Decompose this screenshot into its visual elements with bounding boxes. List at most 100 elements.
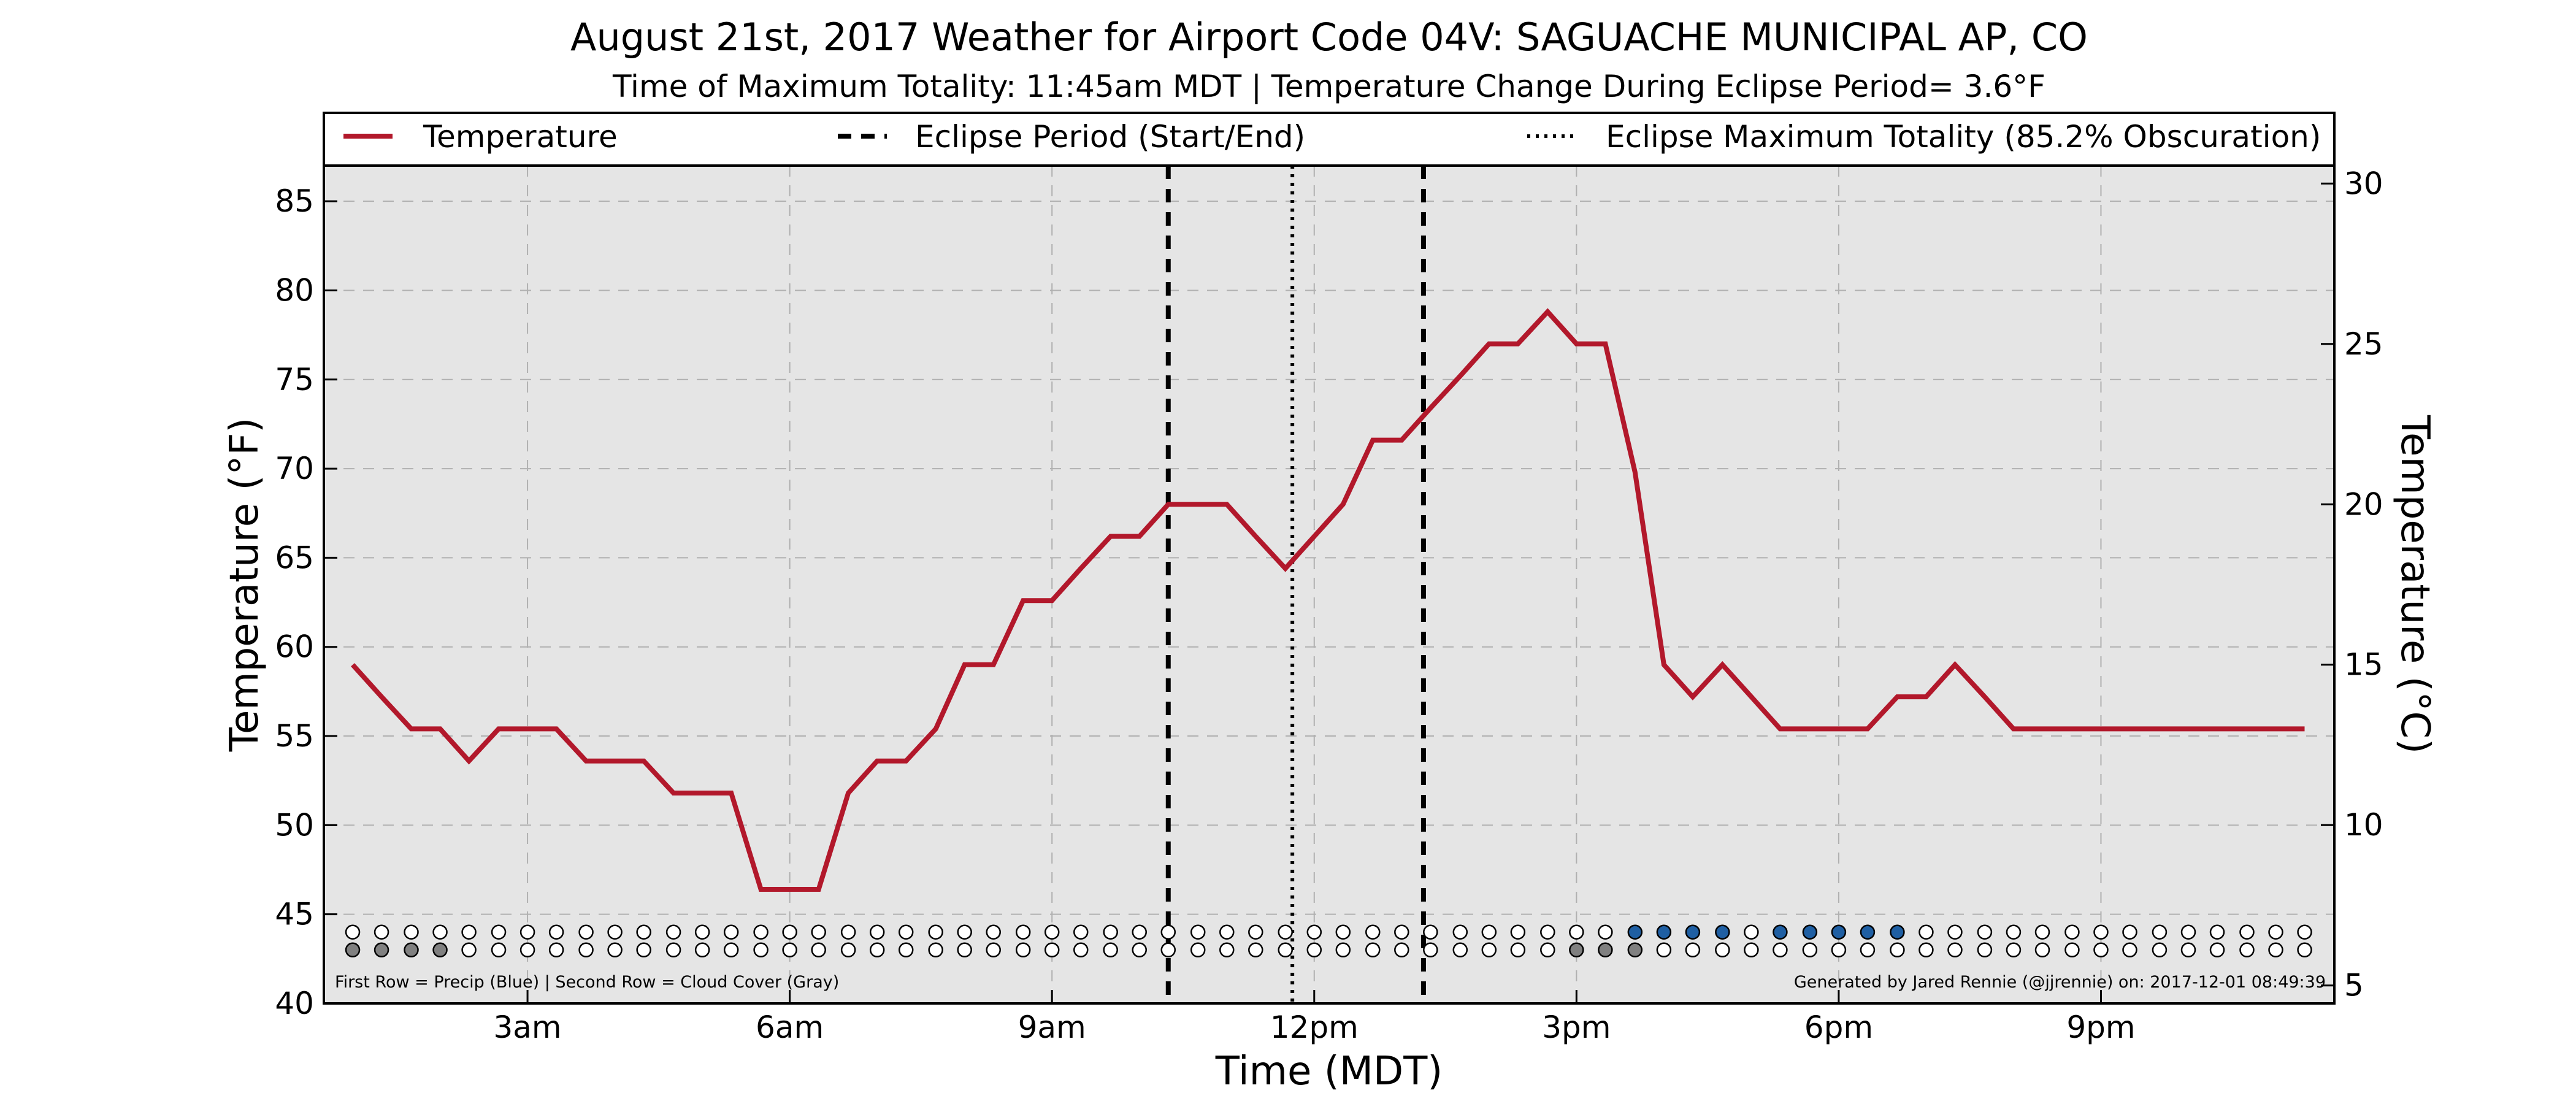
chart-title: August 21st, 2017 Weather for Airport Co… (570, 15, 2088, 59)
series-line-temperature (351, 308, 2305, 892)
cloud-marker (1248, 942, 1263, 958)
precip-marker (1685, 924, 1701, 940)
cloud-marker (1656, 942, 1672, 958)
precip-marker (2152, 924, 2168, 940)
cloud-marker (1365, 942, 1381, 958)
y-tick-label-left: 40 (275, 986, 314, 1021)
cloud-marker (1219, 942, 1235, 958)
precip-marker (869, 924, 885, 940)
cloud-marker (374, 942, 389, 958)
cloud-marker (607, 942, 623, 958)
precip-marker (898, 924, 914, 940)
precip-marker (1103, 924, 1118, 940)
y-tick-label-left: 45 (275, 897, 314, 932)
precip-marker (1510, 924, 1526, 940)
precip-marker (345, 924, 361, 940)
precip-marker (1802, 924, 1818, 940)
cloud-marker (2209, 942, 2225, 958)
cloud-marker (1015, 942, 1031, 958)
series-layer (351, 308, 2305, 892)
precip-marker (1306, 924, 1322, 940)
x-axis-label: Time (MDT) (1215, 1049, 1443, 1094)
cloud-marker (1860, 942, 1876, 958)
cloud-marker (723, 942, 739, 958)
cloud-marker (1569, 942, 1584, 958)
cloud-marker (2297, 942, 2312, 958)
x-axis: 3am 6am 9am 12pm 3pm 6pm 9pm (493, 990, 2136, 1045)
cloud-marker (461, 942, 477, 958)
y-tick-label-right: 25 (2344, 326, 2383, 362)
cloud-marker (2239, 942, 2255, 958)
precip-marker (636, 924, 651, 940)
precip-marker (607, 924, 623, 940)
y-tick-label-left: 85 (275, 183, 314, 219)
note-right: Generated by Jared Rennie (@jjrennie) on… (1794, 973, 2326, 992)
cloud-marker (1160, 942, 1176, 958)
cloud-marker (345, 942, 361, 958)
cloud-marker (1335, 942, 1351, 958)
cloud-marker (548, 942, 564, 958)
x-tick-label: 9am (1018, 1010, 1086, 1045)
y-tick-label-left: 60 (275, 629, 314, 665)
precip-marker (782, 924, 797, 940)
y-tick-label-right: 20 (2344, 486, 2383, 522)
precip-marker (2064, 924, 2080, 940)
cloud-marker (1044, 942, 1060, 958)
cloud-marker (1540, 942, 1555, 958)
cloud-marker (491, 942, 507, 958)
precip-marker (665, 924, 681, 940)
precip-marker (840, 924, 856, 940)
cloud-marker (2093, 942, 2109, 958)
x-tick-label: 9pm (2066, 1010, 2135, 1045)
cloud-marker (1452, 942, 1468, 958)
cloud-marker (1947, 942, 1963, 958)
precip-marker (578, 924, 594, 940)
cloud-marker (1831, 942, 1847, 958)
cloud-marker (578, 942, 594, 958)
cloud-marker (2122, 942, 2137, 958)
cloud-marker (1103, 942, 1118, 958)
cloud-marker (2034, 942, 2050, 958)
y-axis-right: 5 10 15 20 25 30 (2321, 166, 2383, 1003)
precip-marker (1773, 924, 1788, 940)
cloud-marker (1802, 942, 1818, 958)
cloud-marker (1481, 942, 1497, 958)
cloud-marker (1306, 942, 1322, 958)
cloud-marker (519, 942, 535, 958)
eclipse-layer (1165, 166, 1426, 1003)
precip-marker (2034, 924, 2050, 940)
precip-marker (1831, 924, 1847, 940)
y-tick-label-left: 50 (275, 807, 314, 843)
precip-marker (1160, 924, 1176, 940)
y-tick-label-right: 15 (2344, 647, 2383, 683)
precip-marker (1452, 924, 1468, 940)
cloud-marker (1510, 942, 1526, 958)
note-left: First Row = Precip (Blue) | Second Row =… (335, 973, 839, 992)
precip-marker (1132, 924, 1147, 940)
x-tick-label: 6pm (1804, 1010, 1873, 1045)
cloud-marker (2152, 942, 2168, 958)
cloud-marker (1977, 942, 1993, 958)
precip-marker (1073, 924, 1089, 940)
y-axis-label-left: Temperature (°F) (222, 418, 267, 753)
precip-marker (2006, 924, 2022, 940)
precip-marker (694, 924, 710, 940)
precip-marker (957, 924, 972, 940)
y-axis-left: 40 45 50 55 60 65 70 75 80 85 (275, 183, 337, 1021)
precip-marker (2093, 924, 2109, 940)
y-axis-label-right: Temperature (°C) (2392, 415, 2437, 754)
legend: Temperature Eclipse Period (Start/End) E… (323, 112, 2336, 167)
y-tick-label-left: 75 (275, 362, 314, 397)
precip-marker (1219, 924, 1235, 940)
y-tick-label-left: 80 (275, 272, 314, 308)
precip-marker (461, 924, 477, 940)
x-tick-label: 3pm (1542, 1010, 1611, 1045)
cloud-marker (1627, 942, 1643, 958)
cloud-marker (986, 942, 1001, 958)
precip-marker (2122, 924, 2137, 940)
chart-subtitle: Time of Maximum Totality: 11:45am MDT | … (612, 69, 2045, 104)
x-tick-label: 6am (756, 1010, 824, 1045)
precip-marker (491, 924, 507, 940)
cloud-marker (898, 942, 914, 958)
precip-marker (1890, 924, 1905, 940)
